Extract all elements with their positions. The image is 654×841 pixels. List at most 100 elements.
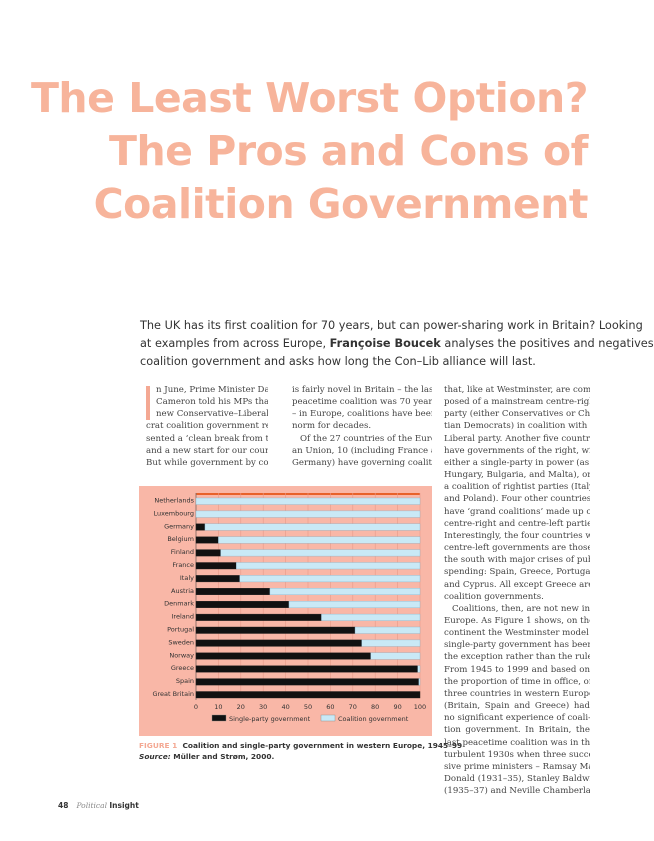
category-label: Greece — [171, 664, 194, 672]
category-label: Sweden — [168, 638, 194, 646]
coalition-bar — [204, 523, 421, 531]
category-label: Belgium — [167, 535, 194, 543]
single-party-bar — [195, 678, 420, 686]
page-number: 48 — [58, 801, 69, 810]
category-label: Luxembourg — [153, 509, 194, 517]
single-party-bar — [195, 562, 237, 570]
text-line: new Conservative–Liberal Demo- — [156, 409, 268, 420]
text-line: an Union, 10 (including France and — [292, 445, 432, 456]
text-line: (Britain, Spain and Greece) had — [444, 701, 590, 712]
coalition-bar — [220, 549, 421, 557]
text-line: crat coalition government repre- — [146, 421, 268, 432]
coalition-bar — [269, 588, 421, 596]
coalition-bar — [195, 510, 421, 518]
text-line: sented a ‘clean break from the past — [146, 433, 268, 444]
text-line: peacetime coalition was 70 years ago — [292, 397, 432, 408]
x-tick-label: 90 — [393, 703, 401, 711]
x-tick-label: 100 — [414, 703, 426, 711]
text-line: posed of a mainstream centre-right — [444, 397, 590, 408]
category-label: Netherlands — [154, 497, 194, 505]
single-party-bar — [195, 600, 290, 608]
legend-swatch-coalition — [320, 714, 336, 722]
category-label: Norway — [169, 651, 194, 659]
caption-text: Coalition and single-party government in… — [182, 741, 463, 750]
title-line: The Pros and Cons of — [109, 127, 588, 175]
category-label: Italy — [180, 574, 194, 582]
text-line: is fairly novel in Britain – the last — [292, 385, 432, 395]
text-line: sive prime ministers – Ramsay Mac- — [444, 761, 590, 772]
single-party-bar — [195, 523, 206, 531]
x-tick-label: 30 — [259, 703, 267, 711]
coalition-bar — [370, 652, 421, 660]
single-party-bar — [195, 536, 219, 544]
coalition-bar — [218, 536, 421, 544]
x-tick-label: 80 — [371, 703, 379, 711]
single-party-bar — [195, 613, 322, 621]
single-party-bar — [195, 652, 371, 660]
coalition-bar — [321, 613, 421, 621]
chart-svg: 0 10 20 30 40 50 60 70 80 90 100 Netherlands Luxembo… — [152, 493, 426, 723]
standfirst-line: coalition government and asks how long t… — [140, 355, 536, 368]
coalition-bar — [361, 639, 421, 647]
x-tick-label: 40 — [281, 703, 289, 711]
coalition-bar — [418, 678, 421, 686]
text-line: Interestingly, the four countries with — [444, 530, 590, 541]
text-line: last peacetime coalition was in the — [444, 737, 590, 748]
author-name: Françoise Boucek — [329, 337, 441, 350]
text-line: the exception rather than the rule. — [444, 652, 590, 663]
text-line: and Cyprus. All except Greece are — [444, 579, 590, 590]
category-label: Denmark — [164, 600, 194, 608]
text-line: a coalition of rightist parties (Italy — [444, 482, 590, 493]
x-tick-label: 70 — [349, 703, 357, 711]
x-tick-label: 60 — [326, 703, 334, 711]
single-party-bar — [195, 626, 356, 634]
text-line: continent the Westminster model of — [444, 628, 590, 639]
article-title: The Least Worst Option? The Pros and Con… — [31, 72, 589, 231]
text-line: party (either Conservatives or Chris- — [444, 409, 590, 420]
legend-label: Single-party government — [229, 715, 311, 723]
coalition-bar — [354, 626, 421, 634]
text-line: have ‘grand coalitions’ made up of — [444, 506, 590, 517]
single-party-bar — [195, 575, 240, 583]
text-line: centre-left governments are those in — [444, 543, 590, 554]
text-line: centre-right and centre-left parties. — [444, 518, 590, 529]
text-line: and a new start for our country’. — [146, 445, 268, 456]
legend-label: Coalition government — [338, 715, 409, 723]
x-tick-label: 10 — [214, 703, 222, 711]
body-column-3: that, like at Westminster, are com-posed… — [444, 384, 590, 797]
text-line: single-party government has been — [444, 640, 590, 651]
text-line: Europe. As Figure 1 shows, on the — [444, 615, 590, 626]
page-footer: 48 Political Insight — [58, 801, 139, 810]
text-line: n June, Prime Minister David — [156, 385, 268, 395]
category-label: Germany — [164, 522, 194, 530]
category-label: Finland — [171, 548, 194, 556]
x-tick-label: 20 — [237, 703, 245, 711]
text-line: turbulent 1930s when three succes- — [444, 749, 590, 760]
figure-1-chart: 0 10 20 30 40 50 60 70 80 90 100 Netherlands Luxembo… — [139, 486, 432, 736]
text-line: either a single-party in power (as in — [444, 457, 590, 468]
text-line: have governments of the right, with — [444, 445, 590, 456]
x-tick-label: 0 — [194, 703, 198, 711]
category-label: Portugal — [167, 626, 194, 634]
text-line: Donald (1931–35), Stanley Baldwin — [444, 774, 590, 784]
text-line: tian Democrats) in coalition with a — [444, 421, 590, 432]
category-label: Spain — [176, 677, 194, 685]
text-line: three countries in western Europe — [444, 688, 590, 699]
title-line: Coalition Government — [93, 180, 589, 228]
coalition-bar — [417, 665, 421, 673]
text-line: Hungary, Bulgaria, and Malta), or — [444, 470, 590, 481]
body-column-2: is fairly novel in Britain – the last pea… — [292, 384, 432, 469]
text-line: the proportion of time in office, only — [444, 676, 590, 687]
coalition-bar — [288, 600, 421, 608]
text-line: From 1945 to 1999 and based on — [444, 664, 590, 675]
text-line: Of the 27 countries of the Europe- — [300, 433, 432, 444]
source-label: Source: — [139, 752, 171, 761]
legend-swatch-single-party — [211, 714, 227, 722]
text-line: the south with major crises of public — [444, 555, 590, 566]
single-party-bar — [195, 639, 362, 647]
single-party-bar — [195, 549, 221, 557]
source-text: Müller and Strøm, 2000. — [173, 752, 275, 761]
coalition-bar — [239, 575, 421, 583]
text-line: – in Europe, coalitions have been the — [292, 409, 432, 420]
coalition-bar — [195, 497, 421, 505]
